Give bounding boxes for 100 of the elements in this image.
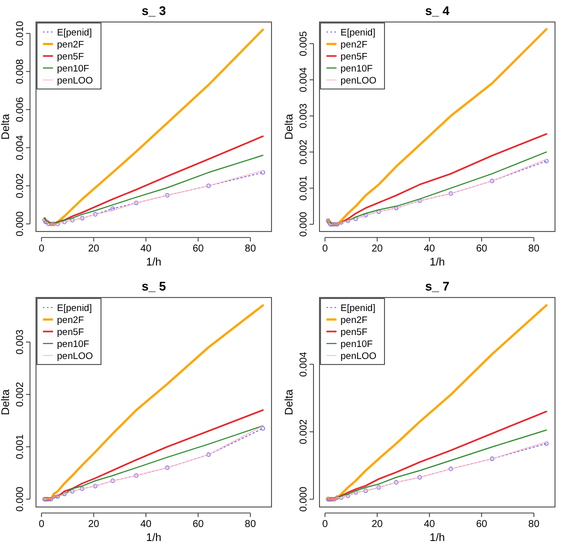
y-axis-title: Delta: [284, 388, 296, 416]
point: [70, 489, 74, 494]
x-tick-label: 40: [140, 244, 152, 254]
x-tick-label: 80: [244, 519, 256, 530]
x-tick-label: 80: [244, 244, 256, 254]
legend-label: pen10F: [57, 64, 90, 74]
y-tick-label: 0.002: [298, 139, 310, 165]
y-tick-label: 0.000: [298, 486, 310, 512]
x-axis-title: 1/h: [430, 256, 445, 268]
legend-label: pen2F: [340, 40, 368, 50]
x-tick-label: 40: [424, 519, 436, 530]
point: [110, 206, 115, 211]
point: [490, 178, 494, 184]
point: [110, 478, 115, 484]
legend-label: penLOO: [57, 351, 93, 362]
line-series: [44, 28, 264, 225]
x-tick-label: 0: [322, 244, 328, 254]
x-tick-label: 20: [88, 519, 100, 530]
point: [418, 198, 422, 203]
line-series: [327, 410, 548, 500]
legend-label: pen5F: [340, 327, 368, 338]
legend-label: pen10F: [340, 339, 373, 350]
y-tick-label: 0.000: [298, 211, 310, 237]
point: [260, 170, 266, 175]
y-tick-label: 0.002: [15, 172, 26, 198]
legend-label: pen2F: [57, 40, 84, 50]
y-tick-label: 0.001: [298, 175, 310, 201]
point: [448, 466, 454, 472]
legend-label: E[penid]: [57, 28, 92, 38]
point: [206, 184, 211, 188]
legend-label: E[penid]: [340, 28, 376, 38]
point: [80, 486, 84, 491]
y-axis-title: Delta: [0, 388, 12, 416]
point: [394, 480, 398, 485]
point: [490, 456, 494, 461]
x-tick-label: 60: [476, 244, 488, 254]
x-tick-label: 20: [372, 244, 384, 254]
chart-title: s_ 7: [425, 280, 450, 294]
point: [364, 213, 368, 218]
point: [80, 216, 84, 220]
point: [376, 485, 381, 490]
point: [346, 494, 350, 498]
x-tick-label: 0: [38, 519, 45, 530]
point: [55, 494, 60, 499]
x-tick-label: 60: [192, 244, 204, 254]
point: [544, 441, 549, 446]
x-axis-title: 1/h: [430, 532, 445, 544]
legend-label: penLOO: [57, 76, 93, 86]
y-tick-label: 0.010: [15, 20, 26, 46]
legend-label: E[penid]: [57, 303, 92, 314]
legend-label: pen2F: [340, 315, 368, 326]
point: [93, 484, 98, 488]
point: [165, 466, 170, 470]
legend-label: penLOO: [340, 76, 376, 86]
x-axis-title: 1/h: [146, 256, 162, 268]
y-tick-label: 0.002: [298, 418, 310, 444]
x-axis-title: 1/h: [146, 532, 162, 544]
x-tick-label: 20: [88, 244, 100, 254]
point: [394, 206, 398, 210]
y-tick-label: 0.004: [15, 134, 26, 160]
line-series: [44, 304, 264, 500]
y-tick-label: 0.006: [15, 96, 26, 122]
legend-label: pen2F: [57, 315, 84, 326]
point: [364, 488, 368, 494]
y-tick-label: 0.001: [15, 434, 26, 460]
x-tick-label: 80: [528, 519, 540, 530]
x-tick-label: 60: [476, 519, 488, 530]
line-series: [44, 135, 264, 225]
line-series: [327, 28, 548, 226]
legend-label: penLOO: [340, 351, 376, 362]
chart-title: s_ 5: [142, 280, 166, 294]
y-tick-label: 0.004: [298, 351, 310, 377]
chart-title: s_ 4: [425, 4, 450, 18]
point: [376, 209, 381, 214]
point: [134, 200, 138, 206]
y-tick-label: 0.008: [15, 58, 26, 84]
point: [206, 452, 211, 457]
x-tick-label: 20: [372, 519, 384, 530]
x-tick-label: 40: [424, 244, 436, 254]
point: [418, 475, 422, 480]
point: [62, 220, 67, 224]
line-series: [327, 133, 548, 226]
legend-label: E[penid]: [340, 303, 376, 314]
point: [544, 158, 549, 164]
line-series: [327, 304, 548, 500]
y-tick-label: 0.002: [15, 381, 26, 407]
x-tick-label: 0: [322, 519, 328, 530]
x-tick-label: 80: [528, 244, 540, 254]
y-tick-label: 0.000: [15, 486, 26, 512]
y-tick-label: 0.000: [15, 210, 26, 236]
x-tick-label: 60: [192, 519, 204, 530]
x-tick-label: 40: [140, 519, 152, 530]
chart-title: s_ 3: [142, 4, 166, 18]
y-tick-label: 0.003: [298, 102, 310, 128]
y-tick-label: 0.003: [15, 329, 26, 355]
y-tick-label: 0.004: [298, 66, 310, 92]
legend-label: pen5F: [57, 52, 84, 62]
y-axis-title: Delta: [0, 113, 12, 140]
point: [62, 492, 67, 496]
point: [134, 473, 138, 478]
